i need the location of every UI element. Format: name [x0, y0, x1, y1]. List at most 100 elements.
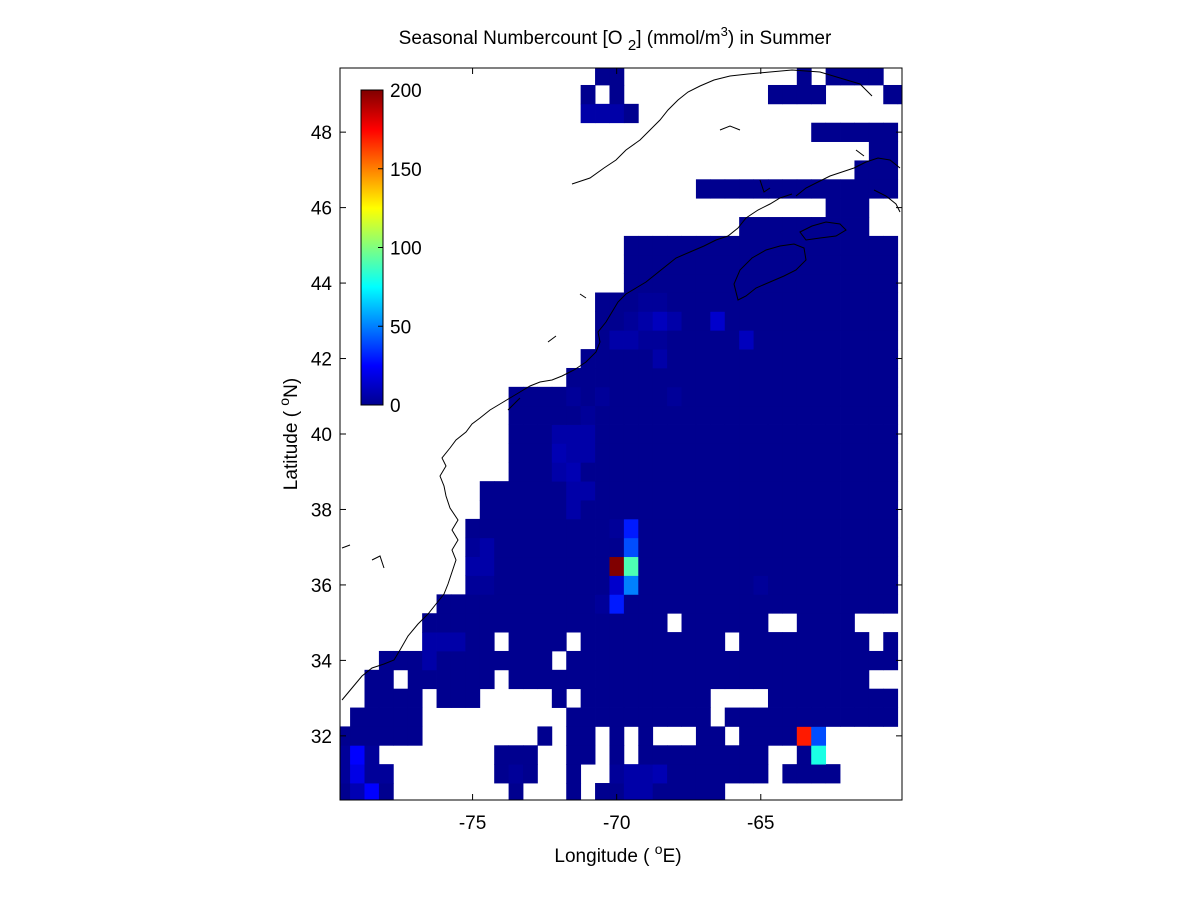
heatmap-cell [595, 669, 610, 690]
heatmap-cell [407, 669, 423, 690]
heatmap-cell [595, 707, 610, 727]
heatmap-cell [868, 330, 884, 350]
heatmap-cell [652, 500, 668, 520]
heatmap-cell [825, 405, 841, 425]
heatmap-cell [667, 349, 682, 369]
heatmap-cell [753, 349, 769, 369]
heatmap-cell [623, 594, 639, 614]
heatmap-cell [811, 424, 827, 444]
heatmap-cell [782, 292, 798, 312]
heatmap-cell [479, 669, 495, 690]
heatmap-cell [566, 443, 582, 463]
heatmap-cell [508, 745, 524, 765]
heatmap-cells [340, 68, 903, 801]
heatmap-cell [868, 443, 884, 463]
heatmap-cell [508, 424, 524, 444]
heatmap-cell [868, 122, 884, 142]
heatmap-cell [739, 367, 754, 388]
x-tick-label: -70 [603, 813, 630, 834]
heatmap-cell [681, 688, 697, 708]
heatmap-cell [609, 443, 625, 463]
heatmap-cell [652, 575, 668, 595]
heatmap-cell [739, 632, 754, 652]
heatmap-cell [724, 764, 740, 784]
heatmap-cell [767, 462, 783, 482]
heatmap-cell [868, 349, 884, 369]
heatmap-cell [580, 405, 596, 425]
heatmap-cell [796, 518, 812, 539]
heatmap-cell [840, 462, 855, 482]
heatmap-cell [450, 650, 466, 671]
heatmap-cell [811, 669, 827, 690]
heatmap-cell [378, 707, 394, 727]
heatmap-cell [523, 745, 538, 765]
heatmap-cell [494, 613, 509, 633]
heatmap-cell [652, 632, 668, 652]
heatmap-cell [868, 68, 884, 86]
heatmap-cell [854, 405, 870, 425]
heatmap-cell [580, 500, 596, 520]
heatmap-cell [840, 273, 855, 293]
heatmap-cell [883, 349, 899, 369]
heatmap-cell [595, 688, 610, 708]
heatmap-cell [566, 367, 582, 388]
x-axis-label-part-2: E) [663, 846, 682, 867]
heatmap-cell [753, 745, 769, 765]
heatmap-cell [523, 405, 538, 425]
heatmap-cell [508, 443, 524, 463]
heatmap-cell [868, 179, 884, 199]
heatmap-cell [753, 443, 769, 463]
heatmap-cell [825, 424, 841, 444]
heatmap-cell [796, 386, 812, 407]
heatmap-cell [739, 179, 754, 199]
heatmap-cell [422, 669, 437, 690]
heatmap-cell [710, 179, 726, 199]
heatmap-cell [465, 650, 481, 671]
heatmap-cell [537, 500, 553, 520]
heatmap-cell [796, 217, 812, 237]
heatmap-cell [609, 575, 625, 595]
heatmap-cell [623, 500, 639, 520]
heatmap-cell [523, 632, 538, 652]
heatmap-cell [695, 650, 711, 671]
heatmap-cell [609, 292, 625, 312]
heatmap-cell [854, 481, 870, 501]
heatmap-cell [854, 330, 870, 350]
heatmap-cell [825, 68, 841, 86]
heatmap-cell [566, 707, 582, 727]
heatmap-cell [739, 405, 754, 425]
heatmap-cell [811, 349, 827, 369]
heatmap-cell [883, 179, 899, 199]
heatmap-cell [840, 575, 855, 595]
y-tick-label: 34 [311, 651, 333, 672]
heatmap-cell [782, 594, 798, 614]
heatmap-cell [825, 650, 841, 671]
heatmap-cell [436, 650, 452, 671]
heatmap-cell [407, 650, 423, 671]
heatmap-cell [609, 594, 625, 614]
heatmap-cell [883, 254, 899, 275]
heatmap-cell [494, 518, 509, 539]
heatmap-cell [494, 556, 509, 576]
heatmap-cell [883, 632, 899, 652]
heatmap-cell [782, 707, 798, 727]
heatmap-cell [825, 556, 841, 576]
heatmap-cell [695, 330, 711, 350]
heatmap-cell [767, 556, 783, 576]
heatmap-cell [450, 594, 466, 614]
heatmap-cell [739, 443, 754, 463]
heatmap-cell [695, 556, 711, 576]
heatmap-cell [566, 462, 582, 482]
heatmap-cell [724, 745, 740, 765]
heatmap-cell [767, 726, 783, 746]
colorbar-tick-label: 200 [390, 81, 422, 102]
heatmap-cell [623, 273, 639, 293]
heatmap-cell [782, 349, 798, 369]
heatmap-cell [667, 783, 682, 801]
heatmap-cell [378, 783, 394, 801]
heatmap-cell [753, 481, 769, 501]
heatmap-cell [623, 349, 639, 369]
heatmap-cell [652, 556, 668, 576]
heatmap-cell [681, 632, 697, 652]
heatmap-cell [623, 481, 639, 501]
